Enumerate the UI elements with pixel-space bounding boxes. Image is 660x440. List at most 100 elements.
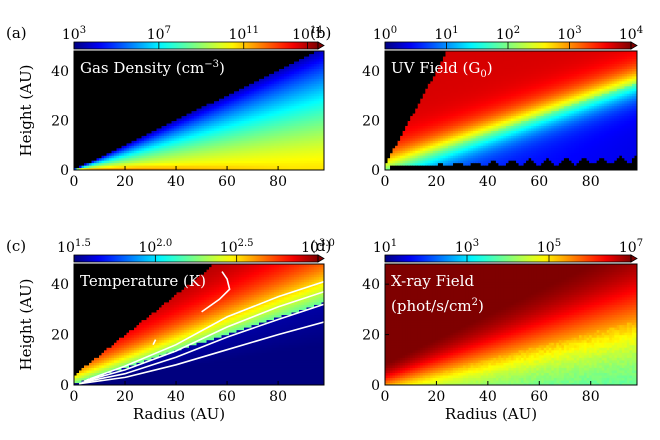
heatmap-cell xyxy=(171,142,175,146)
heatmap-cell xyxy=(94,63,98,67)
heatmap-cell xyxy=(156,150,160,154)
heatmap-cell xyxy=(236,142,240,146)
heatmap-cell xyxy=(114,115,118,119)
heatmap-cell xyxy=(294,68,298,72)
heatmap-cell xyxy=(226,112,230,117)
heatmap-cell xyxy=(249,90,253,94)
heatmap-cell xyxy=(296,68,300,72)
heatmap-cell xyxy=(301,80,305,84)
heatmap-cell xyxy=(311,78,315,82)
heatmap-cell xyxy=(299,165,303,169)
heatmap-cell xyxy=(194,98,198,102)
heatmap-cell xyxy=(304,145,308,149)
heatmap-cell xyxy=(186,63,190,67)
heatmap-cell xyxy=(301,165,305,169)
heatmap-cell xyxy=(316,160,320,164)
heatmap-cell xyxy=(249,83,253,87)
heatmap-cell xyxy=(164,95,168,99)
heatmap-cell xyxy=(309,60,313,64)
heatmap-cell xyxy=(209,100,213,104)
heatmap-cell xyxy=(136,80,140,84)
heatmap-cell xyxy=(174,112,178,117)
heatmap-cell xyxy=(209,127,213,131)
heatmap-cell xyxy=(159,127,163,131)
heatmap-cell xyxy=(214,162,218,166)
heatmap-cell xyxy=(201,137,205,141)
heatmap-cell xyxy=(231,98,235,102)
heatmap-cell xyxy=(296,108,300,112)
heatmap-cell xyxy=(174,80,178,84)
heatmap-cell xyxy=(146,103,150,107)
heatmap-cell xyxy=(81,132,85,136)
heatmap-cell xyxy=(274,80,278,84)
heatmap-cell xyxy=(171,75,175,79)
heatmap-cell xyxy=(284,150,288,154)
heatmap-cell xyxy=(392,160,396,164)
heatmap-cell xyxy=(301,51,305,55)
heatmap-cell xyxy=(176,120,180,124)
heatmap-cell xyxy=(226,88,230,92)
heatmap-cell xyxy=(194,110,198,114)
heatmap-cell xyxy=(234,68,238,72)
heatmap-cell xyxy=(274,125,278,129)
heatmap-cell xyxy=(179,130,183,134)
heatmap-cell xyxy=(306,51,310,55)
heatmap-cell xyxy=(306,145,310,149)
heatmap-cell xyxy=(249,160,253,164)
heatmap-cell xyxy=(201,55,205,60)
heatmap-cell xyxy=(159,65,163,69)
heatmap-cell xyxy=(111,120,115,124)
heatmap-cell xyxy=(294,105,298,109)
heatmap-cell xyxy=(191,122,195,126)
heatmap-cell xyxy=(99,88,103,92)
heatmap-cell xyxy=(119,160,123,164)
heatmap-cell xyxy=(244,160,248,164)
heatmap-cell xyxy=(164,68,168,72)
heatmap-cell xyxy=(269,130,273,134)
heatmap-cell xyxy=(261,122,265,126)
heatmap-cell xyxy=(99,142,103,146)
heatmap-cell xyxy=(199,112,203,117)
heatmap-cell xyxy=(86,132,90,136)
heatmap-cell xyxy=(214,65,218,69)
heatmap-cell xyxy=(221,108,225,112)
heatmap-cell xyxy=(76,110,80,114)
heatmap-cell xyxy=(189,137,193,141)
heatmap-cell xyxy=(104,125,108,129)
heatmap-cell xyxy=(390,145,394,149)
heatmap-cell xyxy=(204,155,208,159)
heatmap-cell xyxy=(119,135,123,139)
heatmap-cell xyxy=(294,73,298,77)
heatmap-cell xyxy=(134,78,138,82)
heatmap-cell xyxy=(289,78,293,82)
heatmap-cell xyxy=(74,93,78,97)
heatmap-cell xyxy=(129,120,133,124)
heatmap-cell xyxy=(214,132,218,136)
heatmap-cell xyxy=(176,105,180,109)
heatmap-cell xyxy=(284,93,288,97)
heatmap-cell xyxy=(169,152,173,156)
heatmap-cell xyxy=(259,53,263,57)
heatmap-cell xyxy=(266,162,270,166)
heatmap-cell xyxy=(219,152,223,156)
heatmap-cell xyxy=(321,140,324,144)
heatmap-cell xyxy=(119,78,123,82)
heatmap-cell xyxy=(319,152,323,156)
heatmap-cell xyxy=(119,125,123,129)
heatmap-cell xyxy=(321,98,324,102)
heatmap-cell xyxy=(91,80,95,84)
heatmap-cell xyxy=(201,78,205,82)
heatmap-cell xyxy=(169,68,173,72)
heatmap-cell xyxy=(214,88,218,92)
heatmap-cell xyxy=(109,108,113,112)
heatmap-cell xyxy=(219,55,223,60)
heatmap-cell xyxy=(231,55,235,60)
heatmap-cell xyxy=(299,58,303,62)
heatmap-cell xyxy=(199,122,203,126)
heatmap-cell xyxy=(201,145,205,149)
heatmap-cell xyxy=(186,51,190,55)
heatmap-cell xyxy=(174,65,178,69)
heatmap-cell xyxy=(236,88,240,92)
heatmap-cell xyxy=(84,157,88,161)
heatmap-cell xyxy=(316,132,320,136)
